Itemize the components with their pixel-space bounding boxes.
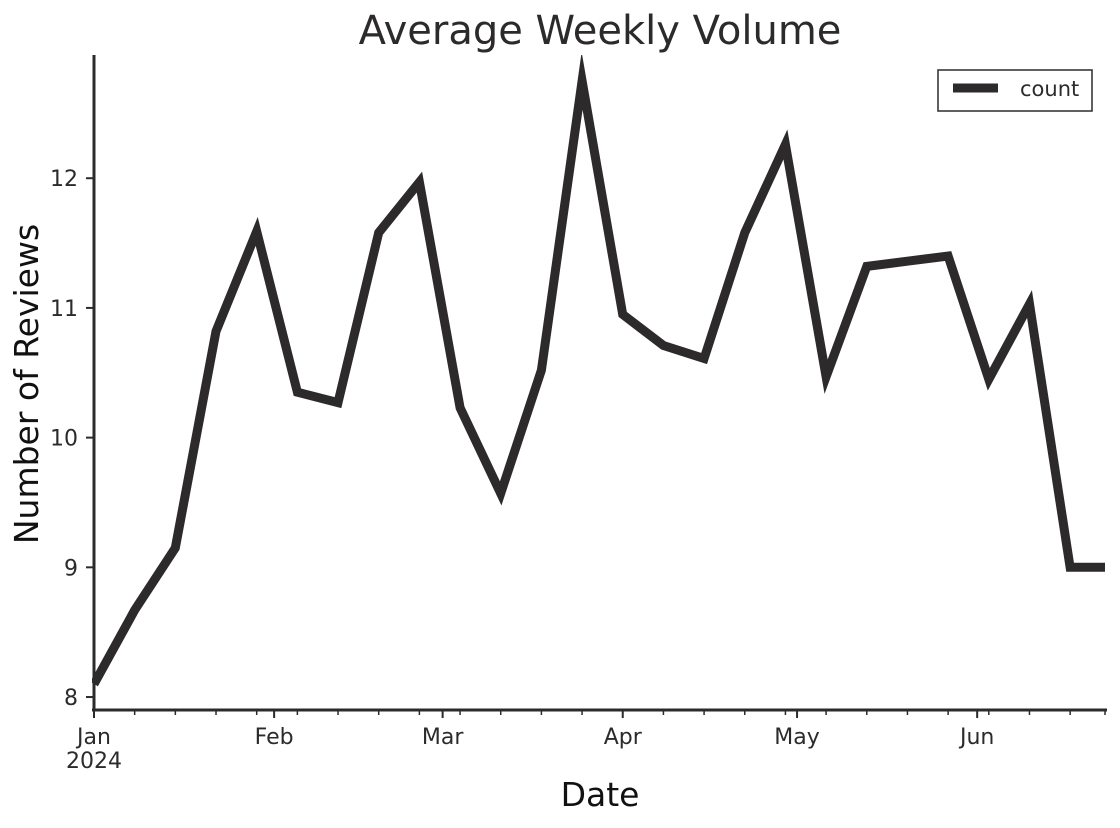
y-tick-label: 9 xyxy=(64,556,78,581)
y-tick-label: 12 xyxy=(50,167,78,192)
x-tick-label: Jan xyxy=(75,725,111,750)
x-tick-label: Jun xyxy=(958,725,994,750)
x-tick-label: May xyxy=(774,725,819,750)
y-tick-label: 8 xyxy=(64,686,78,711)
y-tick-label: 10 xyxy=(50,427,78,452)
legend: count xyxy=(937,69,1093,112)
y-tick-label: 11 xyxy=(50,297,78,322)
y-axis-title: Number of Reviews xyxy=(7,224,46,544)
x-tick-label: Mar xyxy=(422,725,464,750)
series-line-count xyxy=(92,55,1105,687)
x-axis-title: Date xyxy=(561,775,640,814)
legend-label-count: count xyxy=(1020,77,1079,101)
x-tick-sublabel: 2024 xyxy=(66,749,122,774)
chart-title: Average Weekly Volume xyxy=(359,8,842,54)
x-tick-label: Feb xyxy=(255,725,294,750)
x-tick-label: Apr xyxy=(604,725,643,750)
